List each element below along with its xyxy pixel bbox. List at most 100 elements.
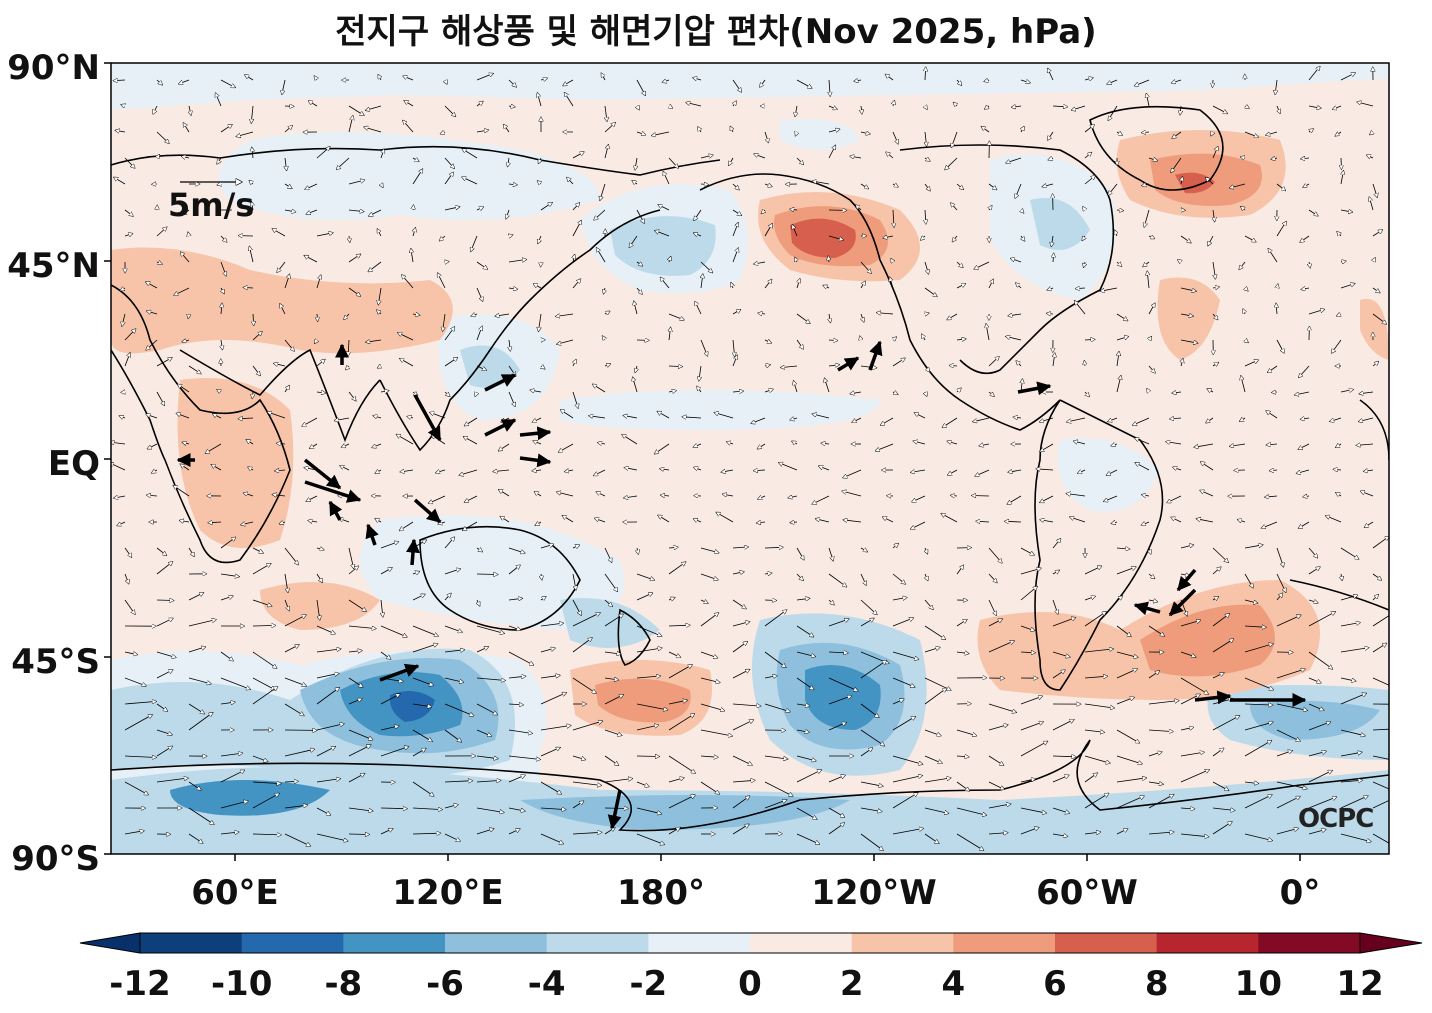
- wind-arrow: [892, 543, 899, 549]
- wind-arrow: [1212, 313, 1218, 320]
- wind-arrow: [1180, 808, 1195, 809]
- wind-arrow: [1244, 626, 1266, 627]
- wind-arrow: [1171, 80, 1182, 83]
- wind-arrow: [538, 157, 541, 164]
- wind-arrow: [1148, 782, 1163, 784]
- wind-arrow: [796, 547, 804, 560]
- wind-arrow: [732, 704, 761, 706]
- wind-arrow: [1148, 365, 1155, 373]
- wind-arrow: [843, 469, 862, 478]
- wind-arrow: [279, 522, 286, 524]
- wind-arrow: [1143, 261, 1150, 267]
- wind-arrow: [252, 365, 260, 376]
- wind-arrow: [252, 782, 281, 784]
- colorbar-swatch: [750, 933, 853, 953]
- wind-arrow: [498, 443, 510, 451]
- wind-arrow: [1341, 171, 1344, 185]
- wind-arrow: [1276, 221, 1286, 237]
- wind-arrow: [1180, 770, 1209, 783]
- wind-arrow: [876, 313, 894, 314]
- wind-arrow: [508, 729, 532, 734]
- wind-arrow: [1372, 755, 1389, 760]
- wind-arrow: [860, 748, 873, 757]
- wind-arrow: [444, 729, 462, 742]
- wind-arrow: [1172, 392, 1182, 393]
- wind-arrow: [972, 496, 990, 497]
- wind-arrow: [284, 339, 294, 351]
- wind-arrow: [1243, 309, 1245, 315]
- wind-arrow: [952, 235, 958, 242]
- wind-arrow: [1084, 361, 1085, 367]
- wind-arrow: [572, 638, 592, 653]
- wind-arrow: [444, 703, 474, 716]
- wind-arrow: [699, 365, 701, 381]
- wind-arrow: [267, 412, 286, 419]
- wind-arrow: [121, 392, 125, 393]
- wind-arrow: [181, 156, 190, 158]
- wind-arrow: [508, 651, 534, 665]
- wind-arrow: [348, 391, 356, 401]
- wind-arrow: [541, 366, 545, 369]
- wind-arrow: [795, 105, 797, 117]
- wind-arrow: [1116, 625, 1131, 637]
- wind-arrow: [412, 808, 442, 810]
- wind-arrow: [988, 703, 1017, 713]
- wind-arrow: [722, 494, 734, 496]
- wind-arrow: [924, 807, 949, 814]
- wind-arrow: [348, 116, 353, 133]
- wind-arrow: [636, 287, 642, 294]
- wind-arrow: [860, 729, 885, 746]
- wind-arrow: [412, 158, 419, 162]
- wind-arrow: [694, 233, 702, 236]
- wind-arrow: [316, 548, 324, 550]
- wind-arrow: [700, 613, 719, 627]
- wind-arrow: [124, 329, 136, 341]
- wind-arrow: [157, 154, 160, 158]
- wind-arrow: [1332, 105, 1342, 110]
- wind-arrow: [462, 177, 478, 185]
- wind-arrow: [124, 715, 152, 731]
- wind-arrow: [439, 235, 446, 241]
- wind-arrow: [788, 496, 798, 498]
- wind-arrow: [1180, 287, 1196, 291]
- wind-arrow: [594, 209, 606, 220]
- wind-arrow: [220, 125, 232, 133]
- wind-arrow: [1052, 599, 1058, 614]
- wind-arrow: [248, 467, 254, 470]
- wind-arrow: [1020, 652, 1035, 653]
- wind-arrow: [1180, 545, 1194, 549]
- wind-arrow: [668, 313, 684, 320]
- wind-arrow: [1244, 644, 1273, 653]
- wind-arrow: [892, 358, 905, 367]
- wind-arrow: [1052, 570, 1060, 574]
- wind-arrow: [604, 779, 633, 783]
- wind-arrow: [1020, 80, 1030, 83]
- wind-arrow: [173, 485, 190, 497]
- wind-arrow: [121, 105, 125, 107]
- wind-arrow: [380, 829, 393, 835]
- wind-arrow: [700, 339, 708, 356]
- wind-arrow: [1142, 184, 1150, 186]
- wind-arrow: [117, 521, 126, 526]
- wind-arrow: [1108, 183, 1118, 195]
- wind-arrow: [636, 79, 646, 96]
- wind-arrow: [346, 366, 349, 370]
- wind-arrow: [215, 93, 222, 107]
- wind-arrow: [1369, 197, 1374, 211]
- wind-arrow: [336, 157, 350, 170]
- wind-arrow: [860, 599, 877, 615]
- wind-arrow: [348, 210, 364, 212]
- pressure-anomaly-map: [111, 63, 1389, 854]
- lon-label-60e: 60°E: [191, 873, 279, 913]
- wind-arrow: [111, 442, 126, 444]
- wind-arrow: [732, 391, 744, 392]
- wind-arrow: [828, 677, 858, 691]
- wind-arrow: [764, 279, 772, 289]
- wind-arrow: [951, 495, 958, 496]
- wind-arrow: [1084, 793, 1109, 809]
- wind-arrow: [828, 256, 829, 263]
- wind-arrow: [348, 807, 373, 811]
- wind-arrow: [924, 183, 930, 191]
- wind-arrow: [1048, 131, 1054, 140]
- wind-arrow: [700, 756, 718, 757]
